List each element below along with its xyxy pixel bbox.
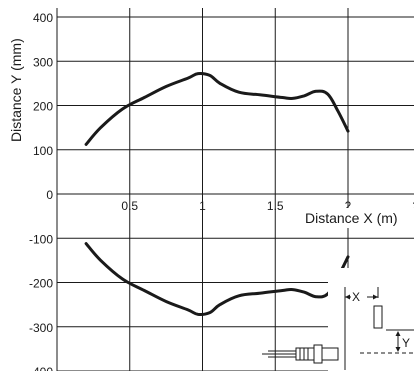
y-tick-label: 0: [46, 188, 53, 202]
xlabel-background: [300, 208, 414, 228]
y-tick-label: 200: [33, 100, 53, 114]
x-tick-label: 1: [199, 199, 206, 213]
y-tick-label: -400: [29, 365, 53, 371]
sensor-diagram: X Y: [328, 268, 414, 371]
sensor-head: [321, 347, 339, 361]
y-tick-label: 400: [33, 11, 53, 25]
sensor-housing: [295, 347, 315, 361]
y-dimension-bottom-arrowhead: [395, 347, 401, 352]
y-symbol: Y: [402, 336, 410, 350]
x-tick-label: 1.5: [267, 199, 284, 213]
x-axis-label: Distance X (m): [305, 210, 398, 226]
y-tick-label: 100: [33, 144, 53, 158]
y-tick-label: -300: [29, 321, 53, 335]
lower-curve: [84, 242, 350, 317]
y-axis-label: Distance Y (mm): [8, 38, 24, 142]
x-dimension-left-arrowhead: [345, 294, 350, 300]
y-tick-label: -200: [29, 277, 53, 291]
x-tick-label: 2.5: [412, 199, 414, 213]
diagram-background: [328, 268, 414, 371]
curves: [84, 71, 350, 317]
x-tick-label: 0.5: [121, 199, 138, 213]
y-dimension-top-arrowhead: [395, 331, 401, 336]
x-tick-label: 2: [345, 199, 352, 213]
upper-curve: [84, 71, 350, 146]
reflector: [373, 305, 383, 329]
y-tick-label: 300: [33, 55, 53, 69]
y-tick-label: -100: [29, 232, 53, 246]
tick-labels: 400 300 200 100 0 -100 -200 -300 -400 0.5 1 1.5 2 2.5: [29, 11, 414, 371]
x-symbol: X: [352, 290, 360, 304]
sensor-nut: [313, 344, 323, 364]
sensor-body: [262, 344, 339, 364]
x-dimension-right-arrowhead: [373, 294, 378, 300]
